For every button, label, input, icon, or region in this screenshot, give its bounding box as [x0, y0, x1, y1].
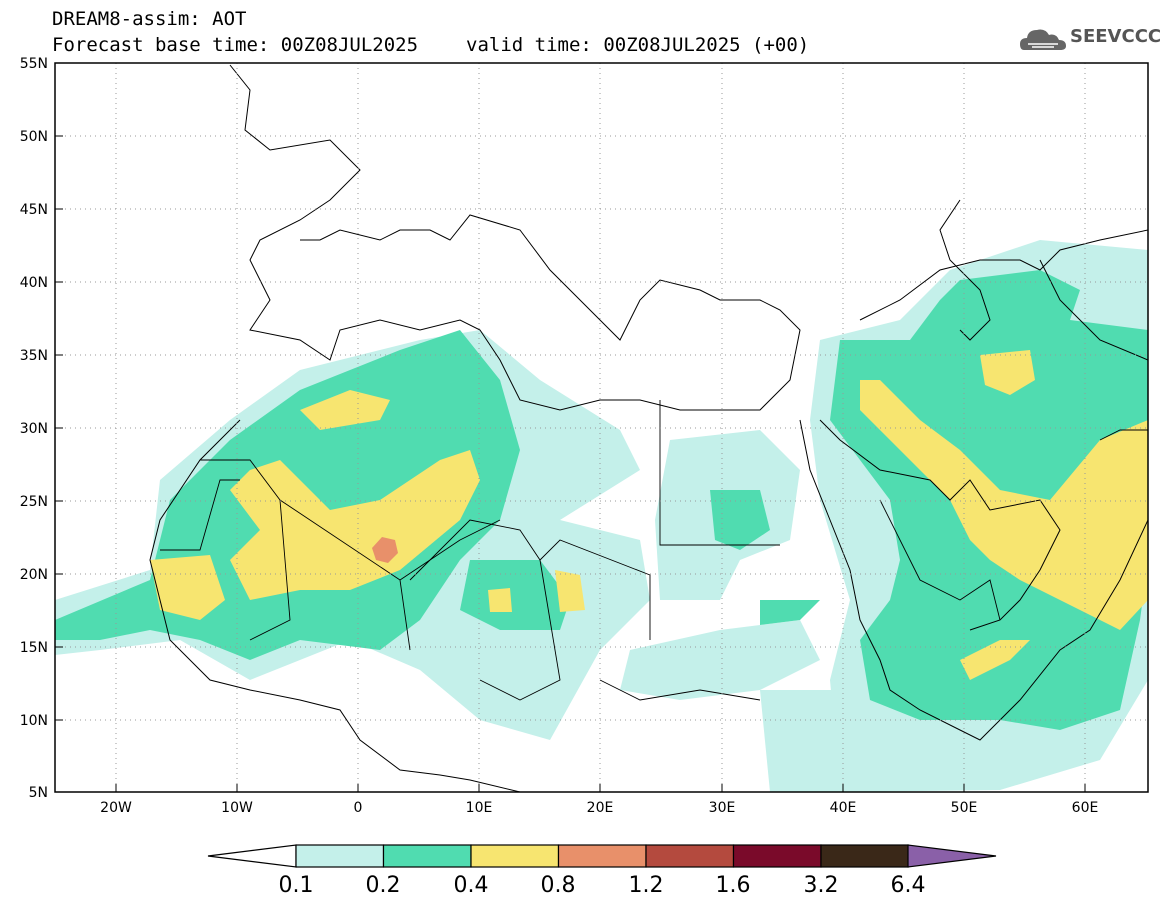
- lat-label: 20N: [20, 567, 48, 583]
- lon-label: 0: [354, 800, 363, 816]
- lat-label: 5N: [29, 785, 48, 801]
- latitude-labels: 55N 50N 45N 40N 35N 30N 25N 20N 15N 10N …: [20, 56, 48, 801]
- lon-label: 40E: [830, 800, 857, 816]
- colorbar-label: 0.2: [366, 873, 401, 898]
- colorbar-swatch: [820, 844, 910, 868]
- map-title: DREAM8-assim: AOT: [52, 8, 247, 30]
- lat-label: 50N: [20, 129, 48, 145]
- lat-label: 35N: [20, 348, 48, 364]
- aot-level-0.4: [150, 350, 1148, 680]
- aot-level-0.8: [372, 537, 398, 563]
- lon-label: 30E: [709, 800, 736, 816]
- colorbar-over-arrow: [907, 844, 997, 868]
- colorbar-under-arrow: [207, 844, 297, 868]
- cloud-icon: [1020, 29, 1066, 50]
- colorbar-label: 0.4: [454, 873, 489, 898]
- colorbar-swatch: [382, 844, 472, 868]
- lat-label: 55N: [20, 56, 48, 72]
- colorbar: 0.1 0.2 0.4 0.8 1.2 1.6 3.2 6.4: [207, 844, 997, 898]
- longitude-labels: 20W 10W 0 10E 20E 30E 40E 50E 60E: [100, 800, 1098, 816]
- colorbar-label: 3.2: [804, 873, 839, 898]
- colorbar-label: 1.2: [629, 873, 664, 898]
- lat-label: 15N: [20, 640, 48, 656]
- time-info: Forecast base time: 00Z08JUL2025 valid ti…: [52, 34, 809, 56]
- axis-ticks: [55, 62, 1086, 792]
- lat-label: 40N: [20, 275, 48, 291]
- colorbar-swatch: [470, 844, 560, 868]
- graticule: [55, 63, 1148, 792]
- lat-label: 10N: [20, 713, 48, 729]
- colorbar-label: 0.1: [279, 873, 314, 898]
- lat-label: 30N: [20, 421, 48, 437]
- base-time-label: Forecast base time: 00Z08JUL2025: [52, 34, 419, 56]
- lon-label: 60E: [1072, 800, 1099, 816]
- colorbar-label: 0.8: [541, 873, 576, 898]
- colorbar-swatch: [557, 844, 647, 868]
- colorbar-swatch: [732, 844, 822, 868]
- lat-label: 45N: [20, 202, 48, 218]
- seevccc-logo: SEEVCCC: [1070, 26, 1162, 47]
- lon-label: 10W: [221, 800, 253, 816]
- colorbar-label: 6.4: [891, 873, 926, 898]
- lon-label: 20E: [587, 800, 614, 816]
- lon-label: 20W: [100, 800, 132, 816]
- lon-label: 10E: [466, 800, 493, 816]
- lat-label: 25N: [20, 494, 48, 510]
- colorbar-swatch: [295, 844, 385, 868]
- colorbar-swatch: [645, 844, 735, 868]
- country-borders: [160, 400, 1148, 701]
- aot-shading: [55, 240, 1148, 792]
- valid-time-label: valid time: 00Z08JUL2025 (+00): [466, 34, 810, 56]
- lon-label: 50E: [951, 800, 978, 816]
- colorbar-label: 1.6: [716, 873, 751, 898]
